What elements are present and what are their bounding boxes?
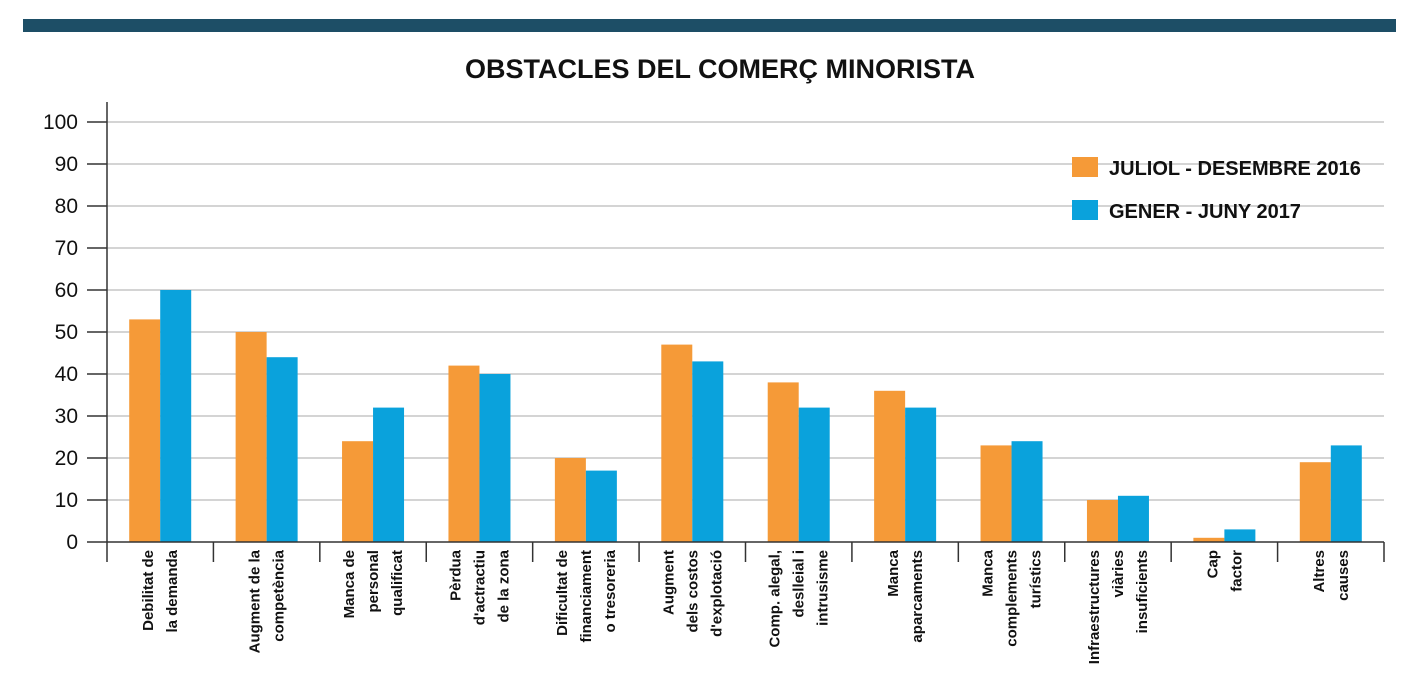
- legend-label-2016: JULIOL - DESEMBRE 2016: [1109, 158, 1361, 180]
- bar-2016: [342, 441, 374, 542]
- legend-swatch-2016: [1072, 157, 1098, 177]
- bar-2016: [129, 319, 161, 542]
- y-tick-label: 0: [66, 531, 78, 554]
- x-tick-label: d'actractiu: [471, 550, 488, 625]
- x-tick-label-group: Debilitat de la demanda: [140, 549, 181, 632]
- bar-2017: [905, 407, 937, 542]
- x-tick-label: viàries: [1110, 550, 1127, 598]
- x-tick-label: la demanda: [164, 549, 181, 632]
- y-axis-ticks: 0 10 20 30 40 50 60 70 80 90 100: [43, 111, 107, 554]
- x-tick-label: personal: [365, 550, 382, 613]
- bar-2017: [373, 407, 405, 542]
- bar-2016: [767, 382, 799, 542]
- bar-2017: [1117, 495, 1149, 542]
- bar-2016: [980, 445, 1012, 542]
- x-tick-label: qualificat: [389, 550, 406, 616]
- bar-2017: [1330, 445, 1362, 542]
- x-tick-label: Comp. alegal,: [767, 550, 784, 648]
- y-tick-label: 10: [55, 489, 78, 512]
- x-tick-label: complements: [1004, 550, 1021, 647]
- x-tick-label: deslleial i: [791, 550, 808, 618]
- legend-label-2017: GENER - JUNY 2017: [1109, 201, 1301, 223]
- bar-2017: [160, 290, 192, 542]
- x-tick-label-group: Augment de la competència: [247, 549, 288, 653]
- x-tick-label: financiament: [578, 550, 595, 643]
- bar-2016: [235, 332, 267, 542]
- bar-2017: [266, 357, 298, 542]
- x-tick-label: Infraestructures: [1086, 550, 1103, 664]
- x-tick-label-group: Comp. alegal, deslleial i intrusisme: [767, 550, 832, 648]
- bar-2017: [798, 407, 830, 542]
- bar-2017: [1011, 441, 1043, 542]
- x-tick-label: causes: [1335, 550, 1352, 601]
- bar-2016: [554, 458, 586, 542]
- legend: JULIOL - DESEMBRE 2016 GENER - JUNY 2017: [1072, 157, 1361, 223]
- x-axis-labels: Debilitat de la demanda Augment de la compe…: [140, 549, 1352, 664]
- bar-2016: [1299, 462, 1331, 542]
- chart-title: OBSTACLES DEL COMERÇ MINORISTA: [465, 54, 975, 84]
- x-tick-label: competència: [271, 549, 288, 641]
- x-tick-label-group: Manca aparcaments: [885, 549, 926, 642]
- x-tick-label: Manca de: [341, 550, 358, 618]
- x-tick-label: turístics: [1028, 550, 1045, 608]
- x-tick-label-group: Pèrdua d'actractiu de la zona: [447, 549, 512, 625]
- x-tick-label: Manca: [885, 549, 902, 596]
- x-tick-label-group: Altres causes: [1311, 550, 1352, 601]
- bar-2016: [448, 365, 480, 542]
- bar-2017: [1224, 529, 1256, 542]
- bar-2016: [1193, 537, 1225, 542]
- y-tick-label: 100: [43, 111, 78, 134]
- y-tick-label: 90: [55, 153, 78, 176]
- grid-lines: [107, 121, 1384, 501]
- y-tick-label: 70: [55, 237, 78, 260]
- x-tick-label: Debilitat de: [140, 550, 157, 631]
- y-tick-label: 30: [55, 405, 78, 428]
- top-band: [23, 19, 1396, 32]
- x-tick-label: Altres: [1311, 550, 1328, 593]
- bar-2016: [1086, 500, 1118, 542]
- bar-2017: [479, 374, 511, 542]
- x-tick-label: Manca: [980, 549, 997, 596]
- x-tick-label-group: Infraestructures viàries insuficients: [1086, 550, 1151, 664]
- x-tick-label-group: Manca de personal qualificat: [341, 550, 406, 618]
- x-tick-label: aparcaments: [909, 550, 926, 643]
- x-tick-label: factor: [1228, 550, 1245, 592]
- x-tick-label: insuficients: [1134, 550, 1151, 633]
- x-tick-label-group: Dificultat de financiament o tresoreria: [554, 549, 619, 642]
- axes: [106, 102, 1385, 562]
- bar-2017: [585, 470, 617, 542]
- y-tick-label: 60: [55, 279, 78, 302]
- x-tick-label: o tresoreria: [602, 549, 619, 632]
- y-tick-label: 80: [55, 195, 78, 218]
- x-tick-label: de la zona: [495, 549, 512, 622]
- y-tick-label: 50: [55, 321, 78, 344]
- bars: [129, 290, 1362, 542]
- x-tick-label-group: Cap factor: [1204, 550, 1245, 592]
- x-tick-label: Pèrdua: [447, 549, 464, 601]
- x-tick-label: Cap: [1204, 550, 1221, 578]
- x-tick-label: d'explotació: [708, 550, 725, 637]
- x-tick-label: Augment: [660, 550, 677, 615]
- x-tick-label: intrusisme: [815, 550, 832, 626]
- x-tick-label-group: Manca complements turístics: [980, 549, 1045, 646]
- x-tick-label: dels costos: [684, 550, 701, 633]
- y-tick-label: 20: [55, 447, 78, 470]
- x-tick-label: Augment de la: [247, 549, 264, 653]
- bar-2017: [692, 361, 724, 542]
- y-tick-label: 40: [55, 363, 78, 386]
- bar-2016: [661, 344, 693, 542]
- bar-2016: [874, 390, 906, 542]
- legend-swatch-2017: [1072, 200, 1098, 220]
- x-tick-label: Dificultat de: [554, 550, 571, 636]
- x-tick-label-group: Augment dels costos d'explotació: [660, 550, 725, 637]
